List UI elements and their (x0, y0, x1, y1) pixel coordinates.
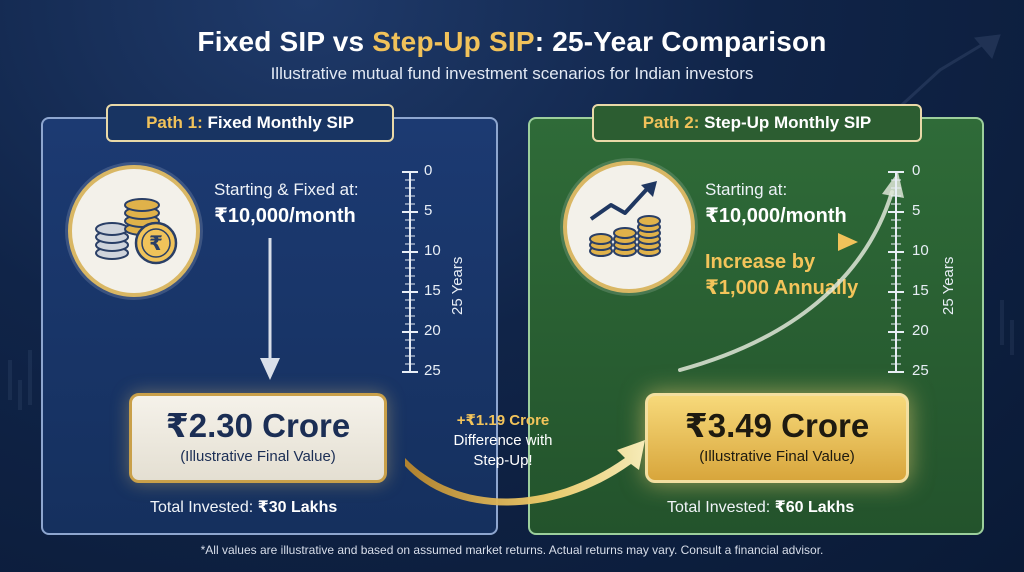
fixed-monthly-amount: ₹10,000/month (214, 205, 356, 227)
increase-line1: Increase by (705, 251, 816, 273)
difference-line3: Step-Up! (473, 452, 533, 469)
ruler-tick-5: 5 (424, 202, 433, 219)
ruler-right-tick-10: 10 (912, 242, 929, 259)
stepup-final-value-plaque: ₹3.49 Crore (Illustrative Final Value) (645, 393, 909, 483)
ruler-right-tick-15: 15 (912, 282, 929, 299)
growth-coins-icon (563, 161, 695, 293)
fixed-total-invested: Total Invested: ₹30 Lakhs (150, 499, 338, 516)
ruler-right-tick-20: 20 (912, 322, 929, 339)
page-subtitle: Illustrative mutual fund investment scen… (270, 64, 754, 83)
stepup-final-note: (Illustrative Final Value) (699, 448, 855, 465)
svg-text:₹: ₹ (149, 231, 163, 255)
ruler-tick-20: 20 (424, 322, 441, 339)
stepup-final-value: ₹3.49 Crore (684, 407, 870, 444)
path1-tag: Path 1: Fixed Monthly SIP (106, 104, 394, 142)
growth-curve-arrow-icon (678, 172, 904, 372)
fixed-start-label: Starting & Fixed at: (214, 180, 359, 199)
coins-rupee-icon: ₹ (68, 165, 200, 297)
ruler-tick-15: 15 (424, 282, 441, 299)
increase-line2: ₹1,000 Annually (705, 277, 859, 299)
path2-tag: Path 2: Step-Up Monthly SIP (592, 104, 922, 142)
ruler-years-label: 25 Years (449, 256, 466, 315)
ruler-right-tick-25: 25 (912, 362, 929, 379)
stepup-start-label: Starting at: (705, 180, 788, 199)
down-arrow-icon (260, 238, 280, 380)
difference-callout: +₹1.19 Crore Difference with Step-Up! (428, 411, 578, 471)
difference-line2: Difference with (453, 432, 553, 449)
timeline-ruler-right (888, 171, 904, 373)
fixed-final-note: (Illustrative Final Value) (180, 448, 336, 465)
ruler-tick-25: 25 (424, 362, 441, 379)
stepup-total-invested: Total Invested: ₹60 Lakhs (667, 499, 855, 516)
ruler-right-tick-0: 0 (912, 162, 921, 179)
ruler-tick-10: 10 (424, 242, 441, 259)
page-title: Fixed SIP vs Step-Up SIP: 25-Year Compar… (197, 26, 827, 57)
fixed-final-value-plaque: ₹2.30 Crore (Illustrative Final Value) (129, 393, 387, 483)
ruler-right-tick-5: 5 (912, 202, 921, 219)
stepup-monthly-amount: ₹10,000/month (705, 205, 847, 227)
timeline-ruler-left (402, 171, 418, 373)
ruler-tick-0: 0 (424, 162, 433, 179)
right-arrow-icon (712, 233, 858, 251)
fixed-final-value: ₹2.30 Crore (165, 407, 351, 444)
ruler-right-years-label: 25 Years (940, 256, 957, 315)
disclaimer-footnote: *All values are illustrative and based o… (200, 543, 824, 557)
gold-swoosh-arrow-icon (405, 440, 645, 506)
difference-amount: +₹1.19 Crore (456, 412, 550, 429)
